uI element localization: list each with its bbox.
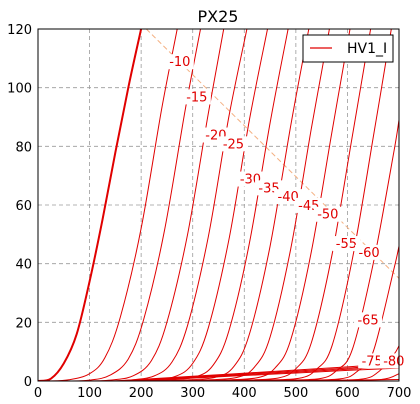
load-line-path xyxy=(145,28,400,279)
curve-vg-5 xyxy=(48,29,178,381)
grid xyxy=(38,29,399,381)
x-tick-label: 700 xyxy=(387,386,412,401)
load-line xyxy=(145,28,400,279)
x-tick-label: 600 xyxy=(335,386,360,401)
curve-label-bg xyxy=(358,353,387,369)
curve-vg-35 xyxy=(141,29,310,381)
curve-label: -55 xyxy=(336,237,357,252)
curve-label-bg xyxy=(313,206,342,222)
curve-label-bg xyxy=(355,244,384,260)
x-tick-label: 400 xyxy=(232,386,257,401)
curve-label-bg xyxy=(354,312,383,328)
x-tick-label: 500 xyxy=(283,386,308,401)
chart-title: PX25 xyxy=(198,7,239,26)
curve-label: -15 xyxy=(186,90,207,105)
curve-label-bg xyxy=(182,89,211,105)
y-tick-label: 100 xyxy=(7,82,32,97)
curve-label: -60 xyxy=(358,246,379,261)
curve-vg-30 xyxy=(125,29,289,381)
legend: HV1_I xyxy=(302,34,394,63)
legend-label: HV1_I xyxy=(347,41,387,57)
curve-vg-40 xyxy=(156,29,330,381)
plot-frame xyxy=(37,28,400,382)
y-tick-label: 80 xyxy=(15,140,32,155)
curve-label-bg xyxy=(219,136,248,152)
x-tick-label: 0 xyxy=(34,386,42,401)
curve-label: -80 xyxy=(383,354,404,369)
curve-label: -40 xyxy=(278,190,299,205)
curve-vg-100 xyxy=(130,367,399,381)
curve-labels: -10-15-20-25-30-35-40-45-50-55-60-65-75-… xyxy=(165,54,408,369)
curve-vg-45 xyxy=(172,29,351,381)
y-tick-label: 60 xyxy=(15,199,32,214)
curve-vg-0 xyxy=(38,29,143,381)
y-tick-label: 120 xyxy=(7,23,32,38)
x-tick-label: 200 xyxy=(129,386,154,401)
curve-label-bg xyxy=(332,236,361,252)
curve-label-bg xyxy=(165,54,194,70)
plot-curves xyxy=(38,29,399,381)
y-tick-label: 40 xyxy=(15,258,32,273)
curve-label: -10 xyxy=(169,55,190,70)
y-tick-label: 0 xyxy=(24,375,32,390)
curve-vg-90 xyxy=(120,364,399,381)
x-tick-label: 300 xyxy=(180,386,205,401)
curve-label: -50 xyxy=(317,208,338,223)
curve-label-bg xyxy=(379,353,408,369)
x-tick-label: 100 xyxy=(77,386,102,401)
curve-label: -25 xyxy=(223,137,244,152)
curve-vg-15 xyxy=(79,29,225,381)
curve-vg-10 xyxy=(63,29,201,381)
curve-label: -65 xyxy=(357,313,378,328)
axis-ticks: 0 100 200 300 400 500 600 700 0 20 40 60 80 100 120 xyxy=(7,23,411,401)
y-tick-label: 20 xyxy=(15,316,32,331)
curve-label: -75 xyxy=(362,354,383,369)
